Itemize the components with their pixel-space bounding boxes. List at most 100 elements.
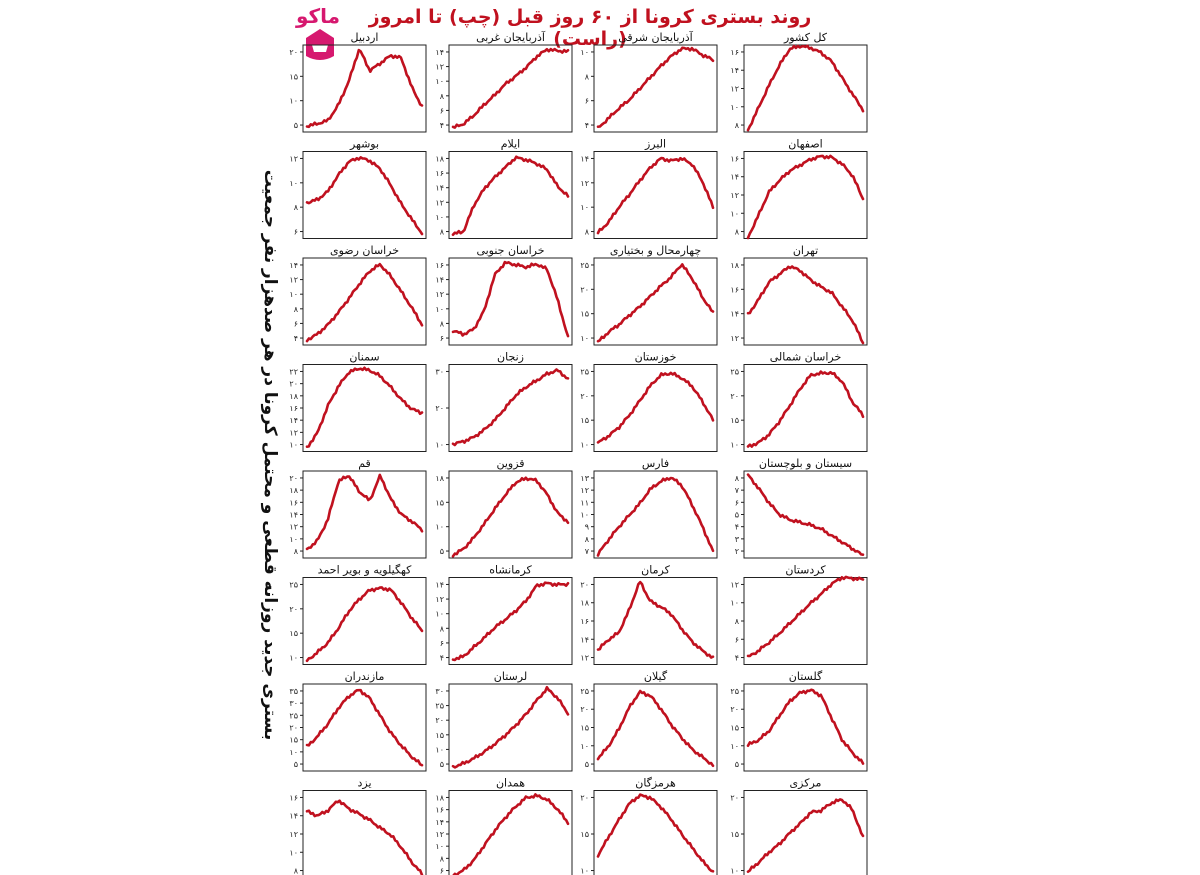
chart-panel: بوشهر ۱۲ ۱۰ ۸ ۶ bbox=[289, 138, 427, 239]
series-line bbox=[305, 688, 424, 767]
y-tick-label: ۱۶ bbox=[730, 154, 739, 163]
y-tick-label: ۵ bbox=[440, 760, 444, 769]
y-tick-label: ۲۵ bbox=[730, 687, 739, 696]
chart-panel: خراسان شمالی ۲۵ ۲۰ ۱۵ ۱۰ bbox=[730, 351, 868, 452]
chart-panel: چهارمحال و بختیاری ۲۵ ۲۰ ۱۵ ۱۰ bbox=[580, 244, 718, 346]
panel-frame bbox=[448, 151, 573, 239]
series-line bbox=[746, 154, 865, 240]
panel-frame bbox=[448, 257, 573, 346]
y-tick-label: ۱۱ bbox=[580, 498, 589, 507]
chart-panel: کردستان ۱۲ ۱۰ ۸ ۶ ۴ bbox=[730, 564, 868, 665]
y-tick-label: ۱۴ bbox=[435, 48, 444, 57]
y-tick-label: ۱۴ bbox=[289, 261, 298, 270]
chart-panel: اردبیل ۲۰ ۱۵ ۱۰ ۵ bbox=[289, 31, 427, 133]
y-tick-label: ۱۲ bbox=[730, 580, 739, 589]
y-tick-label: ۲۰ bbox=[580, 392, 589, 401]
series-line bbox=[596, 580, 715, 659]
y-tick-label: ۱۵ bbox=[435, 498, 444, 507]
y-tick-label: ۲۰ bbox=[435, 404, 444, 413]
y-tick-label: ۱۰ bbox=[580, 48, 589, 57]
y-tick-label: ۱۰ bbox=[289, 179, 298, 188]
panel-title: قم bbox=[358, 457, 371, 470]
y-tick-label: ۸ bbox=[585, 72, 590, 81]
y-tick-label: ۶ bbox=[440, 639, 444, 648]
y-tick-label: ۱۲ bbox=[435, 290, 444, 299]
y-tick-label: ۲۰ bbox=[289, 48, 298, 57]
y-tick-label: ۵ bbox=[735, 511, 739, 520]
y-tick-label: ۱۶ bbox=[730, 48, 739, 57]
y-tick-label: ۱۲ bbox=[435, 830, 444, 839]
y-tick-label: ۳۰ bbox=[435, 687, 444, 696]
series-line bbox=[746, 575, 865, 658]
chart-panel: کرمانشاه ۱۴ ۱۲ ۱۰ ۸ ۶ ۴ bbox=[435, 564, 573, 665]
y-tick-label: ۷ bbox=[585, 547, 590, 556]
y-tick-label: ۱۲ bbox=[580, 486, 589, 495]
y-tick-label: ۱۲ bbox=[289, 428, 298, 437]
panel-title: یزد bbox=[357, 777, 371, 790]
y-tick-label: ۱۶ bbox=[435, 806, 444, 815]
y-tick-label: ۶ bbox=[735, 635, 739, 644]
y-tick-label: ۲ bbox=[735, 547, 739, 556]
series-line bbox=[451, 685, 570, 769]
y-tick-label: ۱۰ bbox=[730, 103, 739, 112]
y-tick-label: ۱۵ bbox=[580, 310, 589, 319]
chart-panel: ایلام ۱۸ ۱۶ ۱۴ ۱۲ ۱۰ ۸ bbox=[435, 138, 573, 239]
panel-title: گلستان bbox=[789, 670, 823, 683]
y-tick-label: ۵ bbox=[735, 760, 739, 769]
y-tick-label: ۱۴ bbox=[730, 173, 739, 182]
y-tick-label: ۱۸ bbox=[289, 486, 298, 495]
series-line bbox=[746, 370, 865, 448]
y-tick-label: ۶ bbox=[440, 106, 444, 115]
series-line bbox=[746, 473, 865, 557]
chart-panel: هرمزگان ۲۰ ۱۵ ۱۰ bbox=[580, 777, 718, 875]
y-tick-label: ۱۰ bbox=[289, 290, 298, 299]
series-line bbox=[746, 688, 865, 765]
y-tick-label: ۶ bbox=[735, 498, 739, 507]
panel-title: کهگیلویه و بویر احمد bbox=[318, 564, 412, 577]
y-tick-label: ۹ bbox=[585, 523, 589, 532]
series-line bbox=[451, 476, 570, 558]
panel-title: ایلام bbox=[501, 138, 521, 151]
chart-panel: گیلان ۲۵ ۲۰ ۱۵ ۱۰ ۵ bbox=[580, 670, 718, 772]
y-tick-label: ۳ bbox=[735, 535, 740, 544]
y-tick-label: ۸ bbox=[735, 228, 740, 237]
panel-title: هرمزگان bbox=[635, 777, 676, 790]
chart-panel: لرستان ۳۰ ۲۵ ۲۰ ۱۵ ۱۰ ۵ bbox=[435, 670, 573, 772]
y-tick-label: ۱۲ bbox=[580, 654, 589, 663]
chart-panel: آذربایجان غربی ۱۴ ۱۲ ۱۰ ۸ ۶ ۴ bbox=[435, 30, 573, 133]
y-tick-label: ۱۸ bbox=[289, 392, 298, 401]
y-tick-label: ۱۲ bbox=[730, 334, 739, 343]
y-tick-label: ۱۰ bbox=[580, 867, 589, 875]
y-tick-label: ۲۵ bbox=[289, 580, 298, 589]
y-tick-label: ۳۰ bbox=[435, 367, 444, 376]
y-tick-label: ۱۲ bbox=[289, 154, 298, 163]
y-tick-label: ۲۰ bbox=[580, 580, 589, 589]
y-tick-label: ۱۰ bbox=[289, 848, 298, 857]
panel-frame bbox=[448, 44, 573, 133]
series-line bbox=[596, 263, 715, 343]
panel-frame bbox=[448, 364, 573, 452]
y-tick-label: ۸ bbox=[440, 228, 445, 237]
panel-frame bbox=[448, 470, 573, 559]
series-line bbox=[305, 262, 424, 343]
y-tick-label: ۱۶ bbox=[289, 793, 298, 802]
y-tick-label: ۱۲ bbox=[435, 63, 444, 72]
y-tick-label: ۱۴ bbox=[289, 812, 298, 821]
y-tick-label: ۱۰ bbox=[289, 748, 298, 757]
y-tick-label: ۱۸ bbox=[730, 261, 739, 270]
y-tick-label: ۱۸ bbox=[435, 154, 444, 163]
chart-panel: آذربایجان شرقی ۱۰ ۸ ۶ ۴ bbox=[580, 30, 718, 133]
series-line bbox=[305, 586, 424, 663]
y-tick-label: ۱۴ bbox=[730, 310, 739, 319]
y-tick-label: ۲۰ bbox=[289, 724, 298, 733]
series-line bbox=[451, 47, 570, 129]
y-tick-label: ۲۰ bbox=[289, 605, 298, 614]
y-tick-label: ۱۴ bbox=[289, 416, 298, 425]
chart-panel: البرز ۱۴ ۱۲ ۱۰ ۸ bbox=[580, 138, 718, 239]
series-line bbox=[305, 156, 424, 236]
panel-frame bbox=[743, 577, 868, 665]
chart-panel: خراسان رضوی ۱۴ ۱۲ ۱۰ ۸ ۶ ۴ bbox=[289, 244, 427, 346]
chart-panel: سیستان و بلوچستان ۸ ۷ ۶ ۵ ۴ ۳ ۲ bbox=[735, 457, 868, 559]
panel-title: آذربایجان شرقی bbox=[618, 30, 693, 44]
